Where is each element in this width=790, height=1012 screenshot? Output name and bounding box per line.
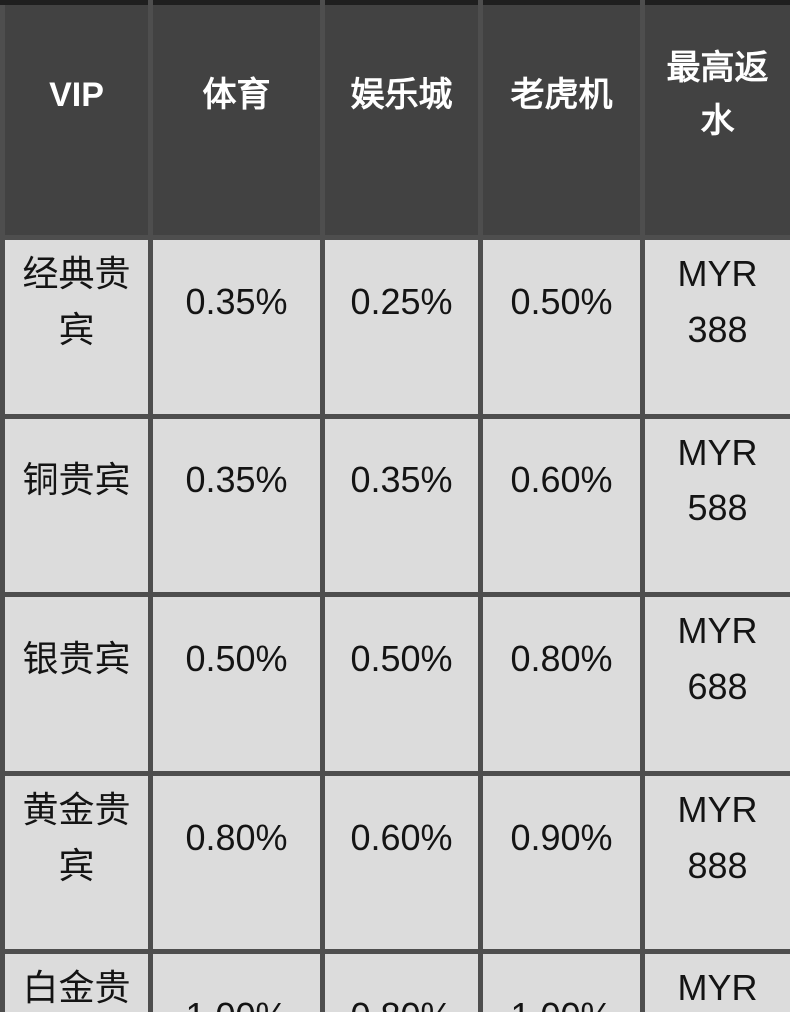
- table-row: 银贵宾 0.50% 0.50% 0.80% MYR 688: [0, 592, 790, 776]
- value-cell: 0.50%: [320, 592, 483, 776]
- value-cell: 0.90%: [478, 770, 645, 955]
- value-cell: MYR 388: [640, 235, 790, 419]
- value-cell: MYR 688: [640, 592, 790, 776]
- value-cell: 0.80%: [320, 949, 483, 1012]
- value-cell: MYR 888: [640, 770, 790, 955]
- tier-cell: 经典贵宾: [0, 235, 153, 419]
- column-header-slots: 老虎机: [478, 0, 645, 240]
- value-cell: 0.35%: [148, 413, 325, 598]
- tier-cell: 银贵宾: [0, 592, 153, 776]
- column-header-casino: 娱乐城: [320, 0, 483, 240]
- value-cell: 1.00%: [478, 949, 645, 1012]
- value-cell: 0.35%: [148, 235, 325, 419]
- value-cell: 1.00%: [148, 949, 325, 1012]
- tier-cell: 黄金贵宾: [0, 770, 153, 955]
- value-cell: 0.60%: [478, 413, 645, 598]
- value-cell: MYR 588: [640, 413, 790, 598]
- column-header-vip: VIP: [0, 0, 153, 240]
- header-row: VIP 体育 娱乐城 老虎机 最高返水: [0, 0, 790, 240]
- table-row: 白金贵宾1.00%0.80%1.00%MYR 1388: [0, 949, 790, 1012]
- value-cell: 0.60%: [320, 770, 483, 955]
- value-cell: 0.50%: [148, 592, 325, 776]
- value-cell: 0.25%: [320, 235, 483, 419]
- table-row: 黄金贵宾 0.80% 0.60% 0.90% MYR 888: [0, 770, 790, 955]
- tier-cell: 铜贵宾: [0, 413, 153, 598]
- value-cell: 0.50%: [478, 235, 645, 419]
- tier-cell: 白金贵宾: [0, 949, 153, 1012]
- column-header-sports: 体育: [148, 0, 325, 240]
- value-cell: 0.80%: [478, 592, 645, 776]
- value-cell: 0.80%: [148, 770, 325, 955]
- table-row: 经典贵宾 0.35% 0.25% 0.50% MYR 388: [0, 235, 790, 419]
- table-body: 经典贵宾 0.35% 0.25% 0.50% MYR 388 铜贵宾 0.35% 0.35% 0…: [0, 235, 790, 1012]
- table-row: 铜贵宾 0.35% 0.35% 0.60% MYR 588: [0, 413, 790, 598]
- column-header-max-rebate: 最高返水: [640, 0, 790, 240]
- value-cell: MYR 1388: [640, 949, 790, 1012]
- table-header: VIP 体育 娱乐城 老虎机 最高返水: [0, 0, 790, 240]
- value-cell: 0.35%: [320, 413, 483, 598]
